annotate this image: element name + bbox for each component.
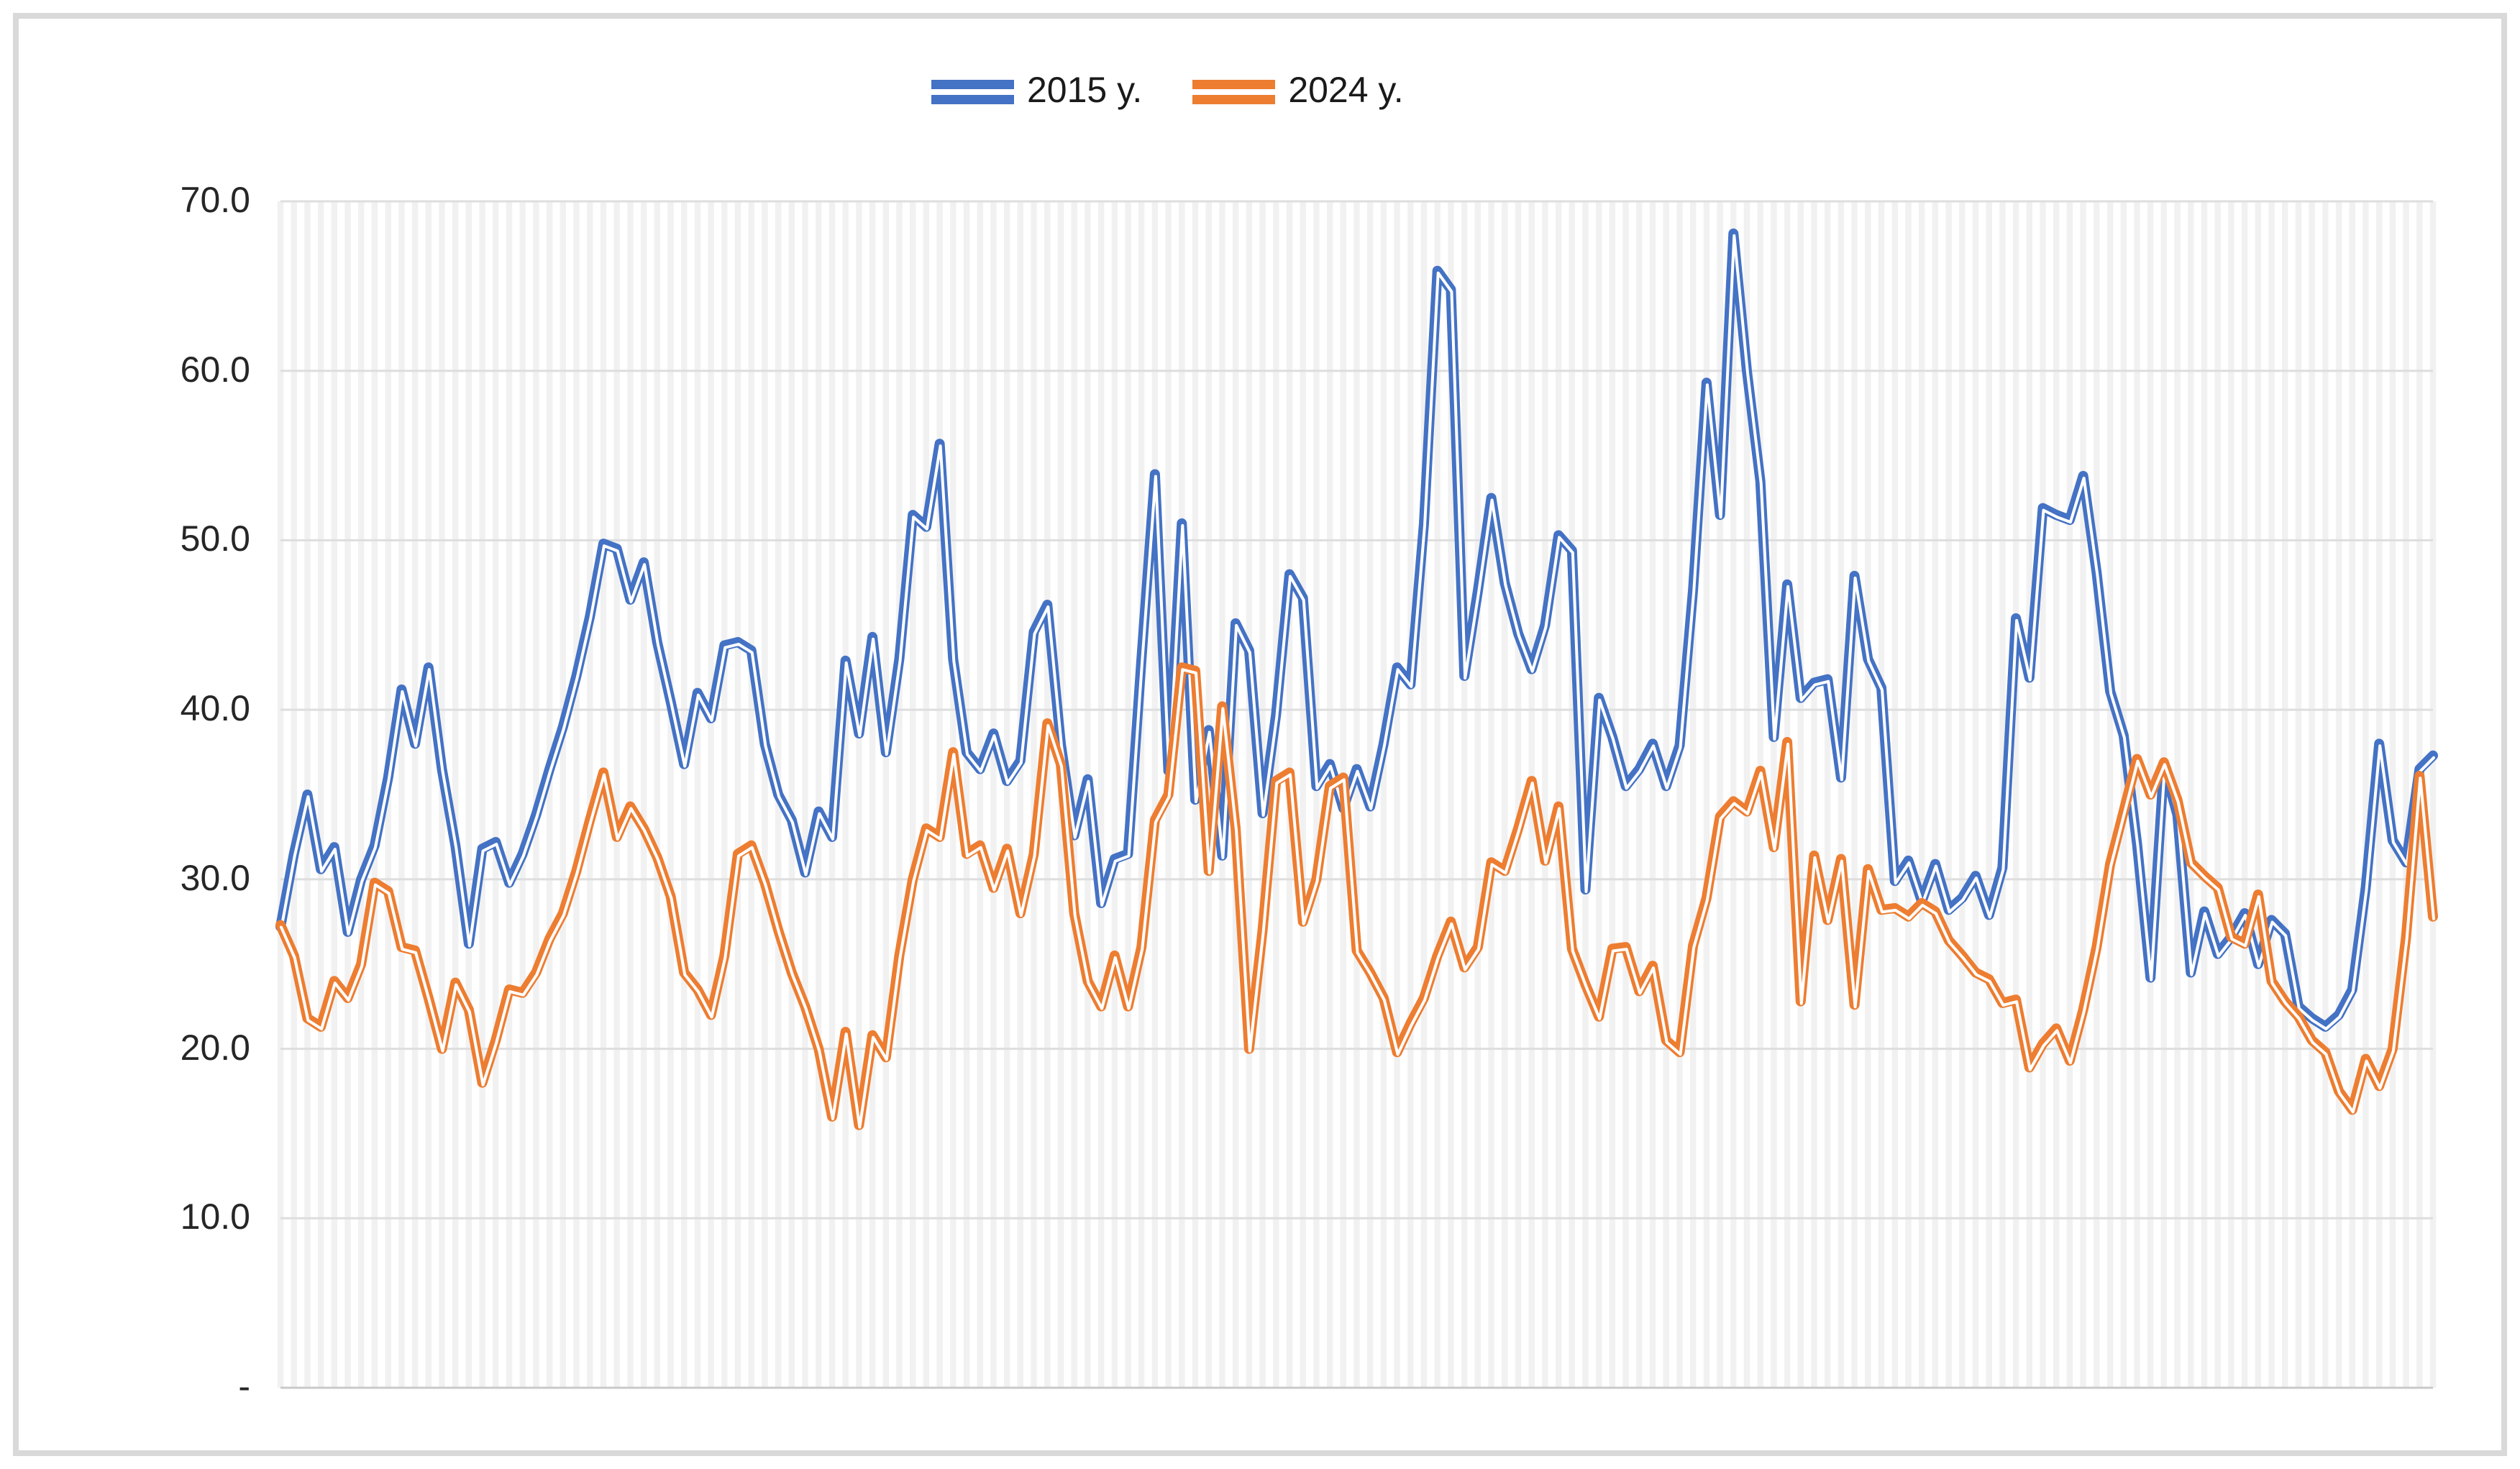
legend-line-swatch-2024-y: [1192, 80, 1276, 104]
series-line-white-stripe-2024-y: [280, 668, 2435, 1129]
y-axis-label: 50.0: [180, 518, 250, 559]
y-axis-label: -: [238, 1366, 250, 1406]
legend-item-2024-y: 2024 y.: [1192, 70, 1404, 112]
y-axis-label: 40.0: [180, 688, 250, 729]
legend-swatch-bar: [931, 95, 1014, 104]
legend-swatch-bar: [931, 80, 1014, 89]
legend-swatch-bar: [1192, 80, 1276, 89]
y-axis-label: 10.0: [180, 1196, 250, 1237]
chart-plot-svg: [275, 200, 2438, 1389]
y-axis-label: 20.0: [180, 1027, 250, 1068]
y-axis-label: 30.0: [180, 857, 250, 898]
series-line-white-stripe-2015-y: [280, 234, 2435, 1030]
major-horizontal-gridlines: [280, 200, 2433, 1389]
legend-label: 2024 y.: [1288, 70, 1404, 110]
legend-label: 2015 y.: [1027, 70, 1143, 110]
plot-area: [275, 200, 2438, 1389]
y-axis-label: 70.0: [180, 180, 250, 220]
legend: 2015 y. 2024 y.: [931, 72, 1404, 112]
legend-item-2015-y: 2015 y.: [931, 72, 1142, 112]
y-axis-label: 60.0: [180, 349, 250, 390]
legend-line-swatch-2015-y: [931, 80, 1014, 104]
legend-swatch-bar: [1192, 95, 1276, 104]
